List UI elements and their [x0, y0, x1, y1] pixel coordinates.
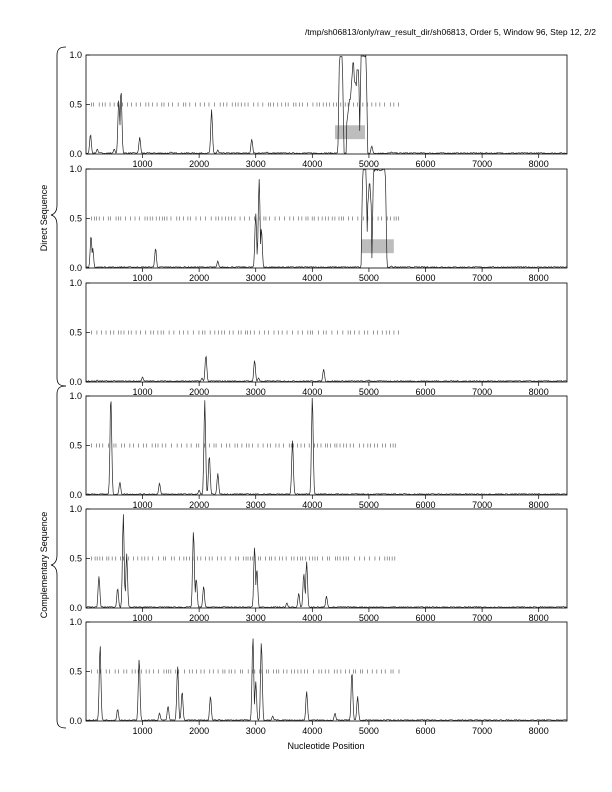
- y-tick-label: 0.5: [69, 100, 82, 110]
- y-tick-label: 1.0: [69, 50, 82, 60]
- panel-2: 0.0 0.5 1.0 1000 2000 3000 4000 5000 6000 7000 800…: [69, 164, 568, 283]
- x-tick-label: 2000: [189, 387, 209, 397]
- shaded-region: [360, 239, 394, 254]
- complementary-sequence-label: Complementary Sequence: [39, 512, 49, 619]
- x-tick-label: 5000: [359, 500, 379, 510]
- y-tick-label: 0.5: [69, 441, 82, 451]
- y-tick-label: 0.5: [69, 328, 82, 338]
- stop-codon-marks: [91, 669, 400, 674]
- x-tick-label: 3000: [246, 726, 266, 736]
- x-tick-label: 2000: [189, 273, 209, 283]
- x-tick-label: 2000: [189, 159, 209, 169]
- panel-3: 0.0 0.5 1.0 1000 2000 3000 4000 5000 6000 7000 800…: [69, 278, 568, 397]
- x-tick-label: 6000: [415, 726, 435, 736]
- signal-line: [85, 168, 567, 269]
- x-tick-label: 3000: [246, 500, 266, 510]
- x-tick-label: 1000: [133, 273, 153, 283]
- y-tick-label: 0.0: [69, 149, 82, 159]
- x-tick-label: 2000: [189, 613, 209, 623]
- stop-codon-marks: [91, 330, 399, 335]
- x-tick-label: 4000: [302, 159, 322, 169]
- x-tick-label: 8000: [529, 613, 549, 623]
- x-tick-label: 1000: [133, 500, 153, 510]
- panels-layer: 0.0 0.5 1.0 1000 2000 3000 4000 5000 6000 7000 800…: [69, 50, 568, 736]
- y-tick-label: 0.0: [69, 603, 82, 613]
- y-tick-label: 0.5: [69, 554, 82, 564]
- x-tick-label: 4000: [302, 387, 322, 397]
- x-tick-label: 3000: [246, 387, 266, 397]
- x-tick-label: 4000: [302, 613, 322, 623]
- x-tick-label: 7000: [472, 159, 492, 169]
- signal-line: [85, 54, 567, 155]
- x-tick-label: 8000: [529, 159, 549, 169]
- x-tick-label: 2000: [189, 500, 209, 510]
- x-tick-label: 2000: [189, 726, 209, 736]
- panel-4: 0.0 0.5 1.0 1000 2000 3000 4000 5000 6000 7000 800…: [69, 391, 568, 510]
- direct-sequence-brace: [50, 46, 67, 387]
- stop-codon-marks: [91, 443, 396, 448]
- direct-sequence-label: Direct Sequence: [39, 185, 49, 252]
- x-tick-label: 7000: [472, 613, 492, 623]
- x-tick-label: 8000: [529, 726, 549, 736]
- annotations-layer: Direct Sequence Complementary Sequence N…: [39, 46, 365, 751]
- y-tick-label: 0.5: [69, 214, 82, 224]
- x-tick-label: 5000: [359, 159, 379, 169]
- signal-line: [85, 514, 568, 609]
- panel-1: 0.0 0.5 1.0 1000 2000 3000 4000 5000 6000 7000 800…: [69, 50, 568, 169]
- x-tick-label: 3000: [246, 273, 266, 283]
- y-tick-label: 1.0: [69, 391, 82, 401]
- y-tick-label: 1.0: [69, 164, 82, 174]
- x-tick-label: 1000: [133, 613, 153, 623]
- x-tick-label: 6000: [415, 613, 435, 623]
- x-tick-label: 6000: [415, 273, 435, 283]
- y-tick-label: 1.0: [69, 617, 82, 627]
- x-tick-label: 5000: [359, 273, 379, 283]
- x-tick-label: 7000: [472, 387, 492, 397]
- complementary-sequence-brace: [50, 385, 67, 729]
- y-tick-label: 1.0: [69, 278, 82, 288]
- x-tick-label: 6000: [415, 387, 435, 397]
- x-tick-label: 4000: [302, 500, 322, 510]
- panel-frame: [85, 621, 568, 722]
- stop-codon-marks: [91, 102, 399, 107]
- x-tick-label: 7000: [472, 726, 492, 736]
- x-tick-label: 8000: [529, 500, 549, 510]
- panel-frame: [85, 168, 568, 269]
- header-title: /tmp/sh06813/only/raw_result_dir/sh06813…: [304, 27, 596, 37]
- signal-line: [85, 355, 567, 383]
- panel-6: 0.0 0.5 1.0 1000 2000 3000 4000 5000 6000 7000 800…: [69, 617, 568, 736]
- x-tick-label: 1000: [133, 726, 153, 736]
- signal-line: [85, 397, 568, 496]
- x-tick-label: 3000: [246, 159, 266, 169]
- x-tick-label: 1000: [133, 159, 153, 169]
- shaded-region: [334, 125, 365, 140]
- x-tick-label: 7000: [472, 500, 492, 510]
- y-tick-label: 1.0: [69, 504, 82, 514]
- x-tick-label: 3000: [246, 613, 266, 623]
- x-tick-label: 8000: [529, 387, 549, 397]
- panel-5: 0.0 0.5 1.0 1000 2000 3000 4000 5000 6000 7000 800…: [69, 504, 568, 623]
- x-tick-label: 4000: [302, 273, 322, 283]
- stop-codon-marks: [91, 216, 399, 221]
- x-tick-label: 6000: [415, 159, 435, 169]
- x-tick-label: 8000: [529, 273, 549, 283]
- x-tick-label: 1000: [133, 387, 153, 397]
- x-tick-label: 7000: [472, 273, 492, 283]
- x-tick-label: 5000: [359, 387, 379, 397]
- stop-codon-marks: [91, 556, 396, 561]
- x-axis-label: Nucleotide Position: [287, 741, 364, 751]
- x-tick-label: 4000: [302, 726, 322, 736]
- x-tick-label: 5000: [359, 726, 379, 736]
- x-tick-label: 6000: [415, 500, 435, 510]
- signal-line: [85, 638, 567, 722]
- y-tick-label: 0.0: [69, 263, 82, 273]
- x-tick-label: 5000: [359, 613, 379, 623]
- y-tick-label: 0.0: [69, 377, 82, 387]
- y-tick-label: 0.5: [69, 667, 82, 677]
- panel-frame: [85, 508, 568, 609]
- y-tick-label: 0.0: [69, 716, 82, 726]
- y-tick-label: 0.0: [69, 490, 82, 500]
